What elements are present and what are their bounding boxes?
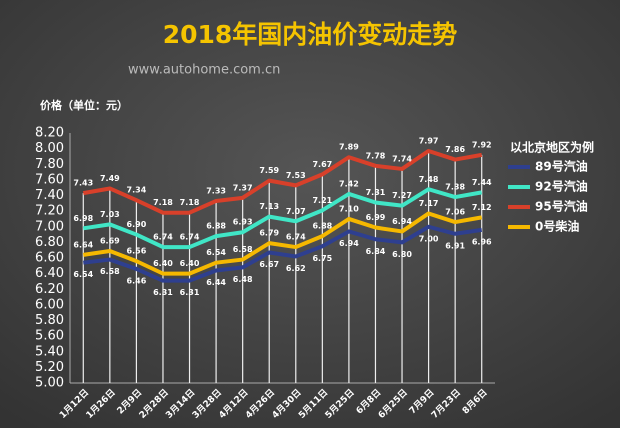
data-label: 7.59	[259, 166, 279, 175]
data-label: 7.06	[445, 208, 465, 217]
series-line	[82, 187, 483, 250]
data-label: 7.48	[419, 175, 439, 184]
y-tick-label: 8.00	[35, 141, 64, 156]
data-label: 6.84	[366, 247, 386, 256]
data-label: 6.80	[392, 250, 412, 259]
data-label: 6.58	[100, 267, 120, 276]
subtitle: www.autohome.com.cn	[128, 63, 280, 78]
y-tick-label: 6.00	[35, 297, 64, 312]
data-label: 7.67	[312, 160, 332, 169]
data-label: 6.40	[180, 259, 200, 268]
series-line	[83, 224, 483, 283]
data-label: 6.40	[153, 259, 173, 268]
data-label: 6.67	[259, 260, 279, 269]
data-label: 6.91	[445, 241, 465, 250]
legend-label: 89号汽油	[535, 159, 588, 174]
data-label: 7.42	[339, 179, 359, 188]
data-label: 7.44	[472, 178, 492, 187]
data-label: 6.64	[73, 240, 93, 249]
data-label: 7.31	[366, 188, 386, 197]
data-label: 6.79	[259, 229, 279, 238]
data-label: 7.18	[180, 198, 200, 207]
y-tick-label: 7.80	[35, 157, 64, 172]
data-label: 6.94	[392, 217, 412, 226]
data-label: 6.74	[286, 233, 306, 242]
data-label: 6.94	[339, 239, 359, 248]
data-label: 7.97	[419, 136, 439, 145]
data-label: 7.37	[233, 183, 253, 192]
y-tick-label: 5.20	[35, 360, 64, 375]
data-label: 6.88	[206, 222, 226, 231]
data-label: 7.92	[472, 140, 492, 149]
data-label: 7.10	[339, 204, 359, 213]
y-tick-label: 7.60	[35, 172, 64, 187]
legend-label: 0号柴油	[535, 219, 579, 234]
data-label: 7.18	[153, 198, 173, 207]
legend-title: 以北京地区为例	[510, 140, 594, 155]
legend-label: 95号汽油	[535, 199, 588, 214]
data-label: 7.17	[419, 199, 439, 208]
y-tick-label: 5.00	[35, 376, 64, 391]
y-tick-label: 8.20	[35, 126, 64, 141]
data-label: 6.58	[233, 245, 253, 254]
data-label: 7.07	[286, 207, 306, 216]
data-label: 6.74	[180, 233, 200, 242]
data-label: 7.33	[206, 186, 226, 195]
data-label: 7.74	[392, 154, 412, 163]
data-label: 6.31	[153, 288, 173, 297]
data-label: 6.90	[127, 220, 147, 229]
data-label: 7.21	[312, 196, 332, 205]
data-label: 7.43	[73, 179, 93, 188]
data-label: 6.93	[233, 218, 253, 227]
data-label: 7.53	[286, 171, 306, 180]
data-label: 6.75	[312, 254, 332, 263]
data-label: 7.34	[127, 186, 147, 195]
data-label: 6.54	[206, 248, 226, 257]
data-label: 6.46	[127, 276, 147, 285]
data-label: 6.69	[100, 236, 120, 245]
y-tick-label: 7.20	[35, 204, 64, 219]
data-label: 7.27	[392, 191, 412, 200]
data-label: 7.78	[366, 151, 386, 160]
y-tick-label: 6.60	[35, 251, 64, 266]
data-label: 7.00	[419, 234, 439, 243]
data-label: 7.49	[100, 174, 120, 183]
data-label: 6.99	[366, 213, 386, 222]
data-label: 6.54	[73, 270, 93, 279]
y-tick-label: 5.60	[35, 329, 64, 344]
series-line	[82, 148, 483, 215]
y-tick-label: 5.80	[35, 313, 64, 328]
data-label: 6.96	[472, 237, 492, 246]
y-tick-label: 7.00	[35, 219, 64, 234]
legend-label: 92号汽油	[535, 179, 588, 194]
y-axis-label: 价格（单位：元）	[40, 98, 128, 112]
data-label: 7.03	[100, 210, 120, 219]
data-label: 7.12	[472, 203, 492, 212]
data-label: 7.13	[259, 202, 279, 211]
y-tick-label: 6.20	[35, 282, 64, 297]
data-label: 6.88	[312, 222, 332, 231]
y-tick-label: 5.40	[35, 344, 64, 359]
data-label: 6.31	[180, 288, 200, 297]
data-label: 7.86	[445, 145, 465, 154]
y-tick-label: 6.80	[35, 235, 64, 250]
data-label: 6.62	[286, 264, 306, 273]
data-label: 7.89	[339, 143, 359, 152]
series-line	[82, 211, 483, 276]
y-tick-label: 7.40	[35, 188, 64, 203]
data-label: 6.74	[153, 233, 173, 242]
data-label: 6.48	[233, 275, 253, 284]
data-label: 6.56	[127, 247, 147, 256]
data-label: 6.98	[73, 214, 93, 223]
data-label: 7.38	[445, 183, 465, 192]
data-label: 6.44	[206, 278, 226, 287]
y-tick-label: 6.40	[35, 266, 64, 281]
chart-title: 2018年国内油价变动走势	[163, 20, 458, 49]
